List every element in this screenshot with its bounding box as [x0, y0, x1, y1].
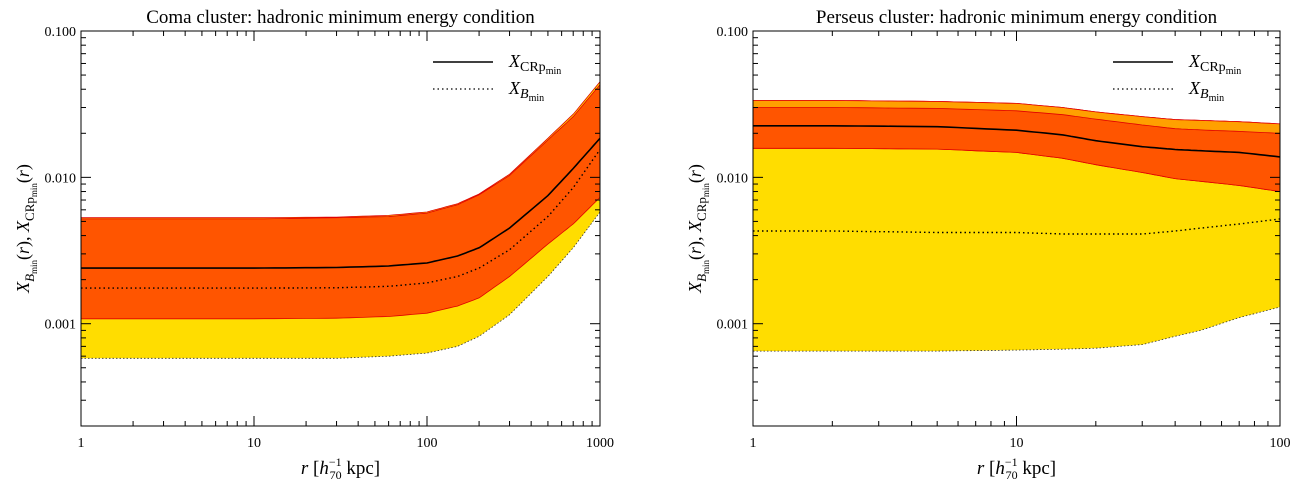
- legend-label: XCRpmin: [1188, 51, 1241, 77]
- panel-perseus: 1 10 100 0.001 0.010 0.100 Perseus cluster: ha…: [685, 7, 1291, 482]
- band-inner-lower-edge: [81, 197, 600, 320]
- x-axis-label: r [h−1 70 kpc]: [977, 455, 1056, 482]
- ticks: [80, 30, 601, 427]
- line-x-crp-min: [753, 125, 1280, 158]
- y-tick-label: 0.100: [45, 25, 77, 40]
- y-tick-label: 0.001: [45, 318, 77, 333]
- x-tick-label: 10: [1010, 436, 1024, 451]
- x-tick-label: 1: [78, 436, 85, 451]
- band-inner: [753, 107, 1280, 192]
- band-inner-upper-edge: [753, 107, 1280, 134]
- x-tick-label: 10: [247, 436, 261, 451]
- y-axis-label: XBmin(r), XCRpmin(r): [685, 164, 711, 294]
- x-tick-label: 100: [1270, 436, 1291, 451]
- band-inner: [81, 84, 600, 319]
- legend-label: XBmin: [508, 78, 544, 104]
- legend-label: XBmin: [1188, 78, 1224, 104]
- y-tick-label: 0.100: [717, 25, 749, 40]
- x-tick-label: 1: [750, 436, 757, 451]
- line-x-b-min: [81, 149, 600, 289]
- plot-area: [753, 100, 1280, 352]
- plot-area: [81, 81, 600, 359]
- chart-title: Perseus cluster: hadronic minimum energy…: [816, 7, 1218, 28]
- band-inner-lower-edge: [753, 147, 1280, 192]
- band-inner-upper-edge: [81, 84, 600, 220]
- axes-frame: [80, 30, 601, 427]
- panel-coma: 1 10 100 1000 0.001 0.010 0.100 Coma cluster: h…: [13, 7, 614, 482]
- x-tick-label: 100: [417, 436, 438, 451]
- line-x-b-min: [753, 218, 1280, 235]
- x-axis-label: r [h−1 70 kpc]: [301, 455, 380, 482]
- band-outer-lower-edge: [753, 306, 1280, 352]
- band-outer-upper-edge: [81, 81, 600, 219]
- line-x-crp-min: [81, 137, 600, 269]
- band-outer-lower-edge: [81, 211, 600, 359]
- y-tick-label: 0.010: [717, 171, 749, 186]
- y-tick-label: 0.001: [717, 318, 749, 333]
- ticks: [752, 30, 1281, 427]
- x-tick-label: 1000: [586, 436, 614, 451]
- chart-title: Coma cluster: hadronic minimum energy co…: [146, 7, 535, 28]
- legend-label: XCRpmin: [508, 51, 561, 77]
- band-mid-upper-edge: [753, 100, 1280, 125]
- y-tick-label: 0.010: [45, 171, 77, 186]
- y-axis-label: XBmin(r), XCRpmin(r): [13, 164, 39, 294]
